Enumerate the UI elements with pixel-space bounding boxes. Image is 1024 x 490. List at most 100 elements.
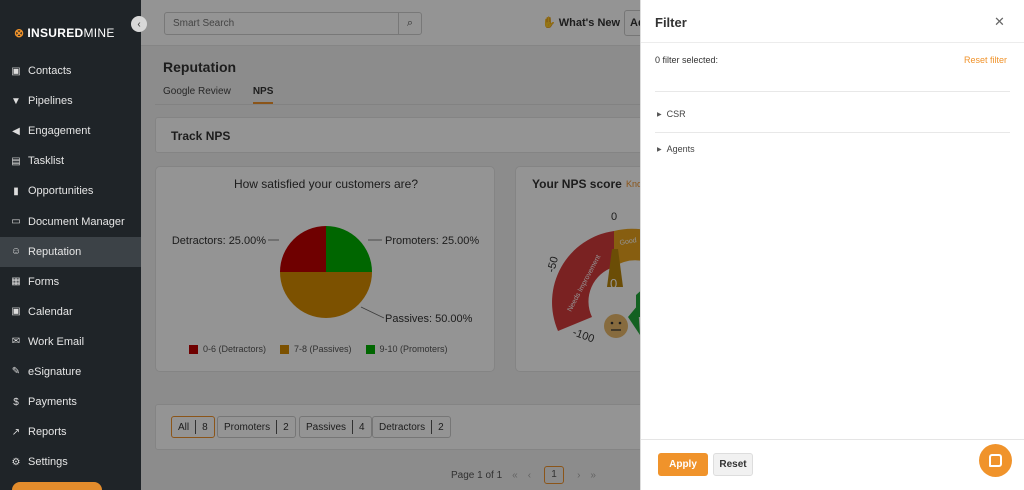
logo-mark-icon: ⊗ [14, 26, 25, 40]
sidebar-item-payments[interactable]: $ Payments [0, 387, 141, 417]
sidebar-item-tasklist[interactable]: ▤ Tasklist [0, 146, 141, 176]
sidebar-nav: ▣ Contacts ▼ Pipelines ◀ Engagement ▤ Tasklist ▮… [0, 56, 141, 477]
sidebar-item-opportunities[interactable]: ▮ Opportunities [0, 176, 141, 206]
filter-panel-title: Filter [655, 15, 687, 30]
bar-chart-icon: ▮ [13, 185, 19, 197]
pie-data-label: Detractors: 25.00% [172, 235, 266, 247]
reset-button[interactable]: Reset [713, 453, 753, 476]
close-icon[interactable]: ✕ [994, 14, 1005, 29]
know-more-link[interactable]: Kno [626, 179, 643, 189]
filter-chip-promoters[interactable]: Promoters 2 [217, 416, 296, 438]
search-icon[interactable]: ⌕ [398, 13, 421, 34]
tab-google-review[interactable]: Google Review [163, 86, 231, 97]
page-title: Reputation [163, 59, 237, 75]
chip-separator [195, 420, 197, 434]
sidebar-item-esignature[interactable]: ✎ eSignature [0, 357, 141, 387]
logo-text-bold: INSURED [27, 26, 84, 40]
sidebar-item-settings[interactable]: ⚙ Settings [0, 447, 141, 477]
sidebar-item-reports[interactable]: ↗ Reports [0, 417, 141, 447]
sidebar: ⊗ INSURED MINE ▣ Contacts ▼ Pipelines ◀ Engag… [0, 0, 141, 490]
chip-label: Detractors [379, 421, 426, 433]
section-label: Agents [666, 144, 695, 154]
satisfaction-title: How satisfied your customers are? [233, 177, 419, 191]
legend-item[interactable]: 0-6 (Detractors) [189, 344, 266, 354]
chip-label: Passives [306, 421, 347, 433]
envelope-icon: ✉ [11, 336, 21, 348]
funnel-icon: ▼ [11, 95, 21, 107]
sidebar-item-label: Document Manager [28, 215, 125, 228]
signature-icon: ✎ [11, 366, 21, 378]
chevron-left-icon[interactable]: ‹ [131, 16, 147, 32]
section-divider [655, 91, 1010, 92]
chat-launcher-button[interactable] [979, 444, 1012, 477]
caret-right-icon: ▶ [657, 111, 662, 118]
sidebar-bottom-button[interactable] [12, 482, 102, 490]
gauge-green-lower [628, 305, 640, 335]
pie-slice-promoters[interactable] [326, 226, 372, 272]
reset-filter-link[interactable]: Reset filter [964, 55, 1008, 65]
sidebar-item-document-manager[interactable]: ▭ Document Manager [0, 206, 141, 236]
legend-item[interactable]: 7-8 (Passives) [280, 344, 352, 354]
pie-slice-passives[interactable] [280, 272, 372, 318]
nps-score-title: Your NPS score [532, 177, 622, 191]
chip-separator [352, 420, 354, 434]
chat-bubble-icon [989, 454, 1002, 467]
brand-logo[interactable]: ⊗ INSURED MINE [14, 26, 115, 40]
legend-label: 9-10 (Promoters) [379, 344, 448, 354]
sidebar-item-pipelines[interactable]: ▼ Pipelines [0, 86, 141, 116]
search-input[interactable] [165, 13, 397, 34]
whats-new-link[interactable]: ✋ What's New [542, 16, 620, 29]
next-page-icon[interactable]: › [577, 469, 581, 481]
legend-swatch [365, 344, 375, 354]
last-page-icon[interactable]: » [590, 469, 596, 481]
track-nps-title: Track NPS [171, 129, 231, 143]
pie-slice-detractors[interactable] [280, 226, 326, 272]
tab-nps[interactable]: NPS [252, 86, 274, 104]
gauge-needle [607, 249, 623, 287]
current-page[interactable]: 1 [544, 466, 565, 484]
filter-chip-passives[interactable]: Passives 4 [299, 416, 372, 438]
sidebar-item-label: eSignature [28, 365, 82, 378]
sidebar-item-engagement[interactable]: ◀ Engagement [0, 116, 141, 146]
panel-header-divider [641, 42, 1024, 43]
sidebar-item-reputation[interactable]: ☺ Reputation [0, 236, 141, 267]
sidebar-item-label: Calendar [28, 305, 73, 318]
chip-separator [276, 420, 278, 434]
filter-chip-detractors[interactable]: Detractors 2 [372, 416, 451, 438]
filter-selected-count: 0 filter selected: [655, 55, 719, 65]
tabs-divider [155, 104, 1024, 105]
sidebar-item-label: Reports [28, 426, 67, 439]
modal-backdrop[interactable] [141, 0, 640, 490]
prev-page-icon[interactable]: ‹ [527, 469, 532, 481]
sidebar-item-label: Forms [28, 275, 60, 288]
sidebar-item-contacts[interactable]: ▣ Contacts [0, 56, 141, 86]
sidebar-item-calendar[interactable]: ▣ Calendar [0, 297, 141, 327]
page-label: Page 1 of 1 [451, 469, 503, 481]
logo-text-light: MINE [83, 26, 115, 40]
filter-chip-all[interactable]: All 8 [171, 416, 215, 438]
sidebar-item-label: Tasklist [28, 155, 65, 168]
dollar-icon: $ [13, 396, 19, 408]
filter-section-agents[interactable]: ▶ Agents [657, 144, 695, 154]
sidebar-item-work-email[interactable]: ✉ Work Email [0, 327, 141, 357]
sidebar-item-forms[interactable]: ▦ Forms [0, 267, 141, 297]
chip-count: 8 [202, 421, 208, 433]
apply-button[interactable]: Apply [658, 453, 708, 476]
pie-label-leader [360, 306, 385, 319]
hand-wave-icon: ✋ [542, 17, 556, 29]
satisfaction-card: How satisfied your customers are? Detrac… [155, 166, 495, 372]
sidebar-item-label: Reputation [28, 245, 82, 258]
line-chart-icon: ↗ [11, 426, 21, 438]
sidebar-item-label: Contacts [28, 65, 72, 78]
neutral-face-icon [604, 314, 628, 338]
sidebar-item-label: Pipelines [28, 95, 73, 108]
gauge-label-top: 0 [611, 211, 617, 223]
people-icon: ☺ [10, 246, 22, 258]
tab-bar: Google Review NPS [163, 86, 295, 104]
filter-section-csr[interactable]: ▶ CSR [657, 109, 686, 119]
sidebar-item-label: Work Email [28, 335, 85, 348]
chip-count: 4 [359, 421, 365, 433]
pie-data-label: Passives: 50.00% [385, 313, 473, 325]
first-page-icon[interactable]: « [512, 469, 518, 481]
legend-item[interactable]: 9-10 (Promoters) [365, 344, 448, 354]
